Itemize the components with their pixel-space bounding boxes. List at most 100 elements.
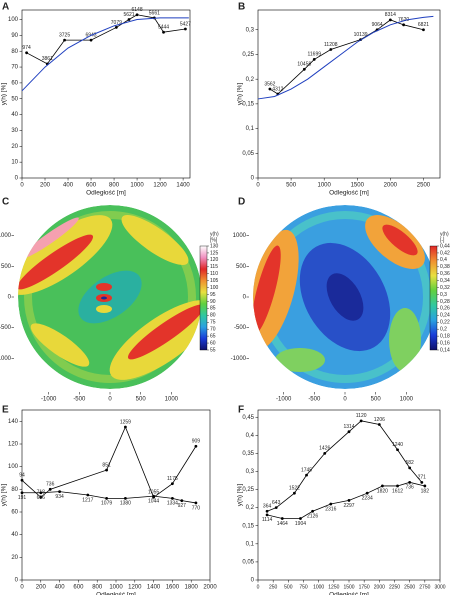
y-tick-label: 80 [11,487,18,493]
plot-frame [257,9,441,179]
y-tick-label: 1000 [233,233,247,239]
point-label: 6821 [418,22,429,28]
y-tick-label: 40 [11,532,18,538]
point-label: 5427 [180,21,191,27]
colorbar-tick-label: 70 [210,327,216,333]
y-tick-label: 0 [15,578,19,584]
x-tick-label: 2000 [384,183,398,189]
colorbar-title: [-] [440,237,445,243]
x-axis-label: Odległość [m] [96,592,136,595]
x-tick-label: 1400 [176,183,190,189]
panel-letter: B [238,2,245,13]
data-line [269,19,424,95]
point-label: 5444 [158,25,169,31]
x-tick-label: 3000 [434,584,445,590]
colorbar-title: [%] [210,237,218,243]
colorbar-title: y(h) [210,231,219,237]
colorbar-tick-label: 75 [210,320,216,326]
data-point [408,480,412,484]
x-tick-label: 600 [86,183,97,189]
point-label: 1206 [374,417,385,423]
point-label: 909 [192,439,201,445]
plot-frame [257,409,441,581]
x-tick-label: 0 [256,183,260,189]
data-point [347,430,351,434]
data-point [114,26,118,29]
x-tick-label: 250 [269,584,278,590]
data-point [402,23,405,27]
x-tick-label: 2500 [404,584,415,590]
x-tick-label: 0 [20,183,24,189]
data-point [20,478,24,482]
y-tick-label: 0,05 [242,151,254,157]
data-point [299,517,302,520]
data-point [194,501,198,505]
colorbar-tick-label: 60 [210,340,216,346]
x-tick-label: 1500 [351,183,365,189]
y-tick-label: 0,35 [242,451,254,457]
y-tick-label: -1000 [0,356,12,362]
x-tick-label: -1000 [276,397,292,403]
point-label: 1380 [120,501,131,507]
x-tick-label: 1000 [318,183,332,189]
colorbar-tick-label: 0,44 [440,243,450,249]
colorbar-tick-label: 125 [210,250,219,256]
point-label: 8314 [385,12,396,18]
x-tick-label: 800 [109,183,120,189]
point-label: 4312 [272,86,283,92]
point-label: 1044 [148,498,159,504]
colorbar-tick-label: 0,38 [440,264,450,270]
y-tick-label: 1000 [0,233,12,239]
point-label: 3562 [264,81,275,87]
data-point [311,509,314,513]
x-tick-label: 1500 [343,584,354,590]
point-label: 1240 [392,442,403,448]
point-label: 1314 [343,424,354,430]
x-tick-label: -500 [73,397,86,403]
x-tick-label: -1000 [41,397,57,403]
colorbar-tick-label: 0,18 [440,333,450,339]
data-point [124,425,127,429]
point-label: 736 [405,485,414,491]
y-tick-label: 0,3 [246,469,255,475]
point-label: 1904 [295,521,306,527]
data-point [86,493,90,497]
colorbar-tick-label: 85 [210,306,216,312]
y-tick-label: 0 [15,176,19,182]
colorbar-tick-label: 0,14 [440,347,450,353]
data-point [408,466,412,470]
data-point [105,468,108,472]
x-axis-label: Odległość [m] [329,592,369,595]
point-label: 934 [55,494,64,500]
data-point [388,18,392,22]
x-tick-label: 2500 [417,183,431,189]
colorbar-tick-label: 0,3 [440,292,447,298]
point-label: 582 [405,460,414,466]
point-label: 1612 [392,488,403,494]
point-label: 1175 [167,476,178,482]
point-label: 974 [22,45,31,51]
data-point [171,482,174,486]
point-label: 851 [102,462,111,468]
data-point [347,499,351,502]
x-tick-label: 500 [286,183,297,189]
data-point [152,494,156,498]
y-tick-label: 500 [1,264,12,270]
x-tick-label: 2750 [419,584,430,590]
point-label: 1114 [262,517,273,523]
colorbar-tick-label: 105 [210,278,219,284]
data-point [422,28,425,32]
data-point [280,517,284,520]
y-axis-label: y(h) [%] [1,484,8,507]
colorbar-tick-label: 80 [210,313,216,319]
colorbar-tick-label: 90 [210,299,216,305]
data-point [89,38,93,42]
x-tick-label: 750 [299,584,308,590]
data-point [329,48,333,51]
x-tick-label: 2250 [389,584,400,590]
point-label: 1079 [101,501,112,507]
data-point [365,491,369,495]
x-tick-label: 1200 [128,585,142,591]
y-tick-label: 10 [11,160,18,166]
x-tick-label: 1400 [147,585,161,591]
